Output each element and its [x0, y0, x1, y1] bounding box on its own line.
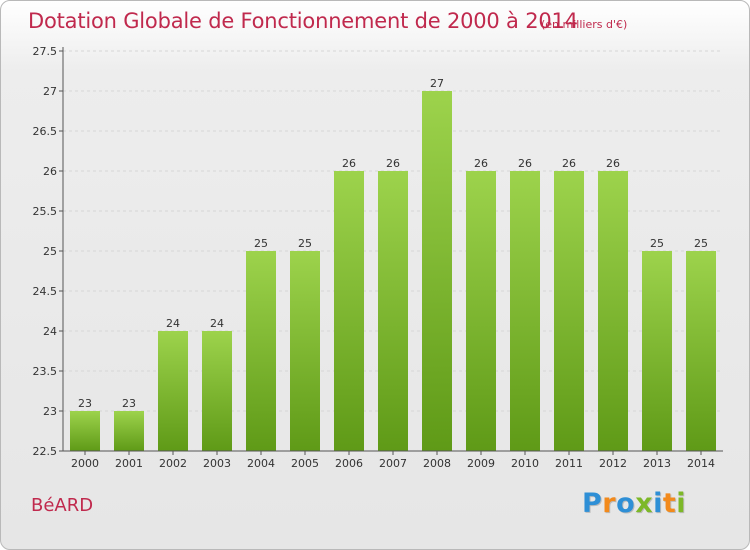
- x-tick-label: 2010: [511, 457, 539, 470]
- x-tick-label: 2004: [247, 457, 275, 470]
- x-tick-label: 2013: [643, 457, 671, 470]
- y-tick-label: 25.5: [33, 205, 58, 218]
- bar-2002: [158, 331, 188, 451]
- x-tick-label: 2007: [379, 457, 407, 470]
- value-label: 25: [254, 237, 268, 250]
- bar-2005: [290, 251, 320, 451]
- chart-subtitle: (en milliers d'€): [541, 18, 628, 31]
- commune-name: BéARD: [31, 495, 94, 516]
- y-tick-label: 26.5: [33, 125, 58, 138]
- bar-2006: [334, 171, 364, 451]
- bar-2000: [70, 411, 100, 451]
- value-label: 23: [122, 397, 136, 410]
- y-tick-label: 27.5: [33, 45, 58, 58]
- bar-2004: [246, 251, 276, 451]
- bars: 23 23 24 24 25 25 26 26 27 26 26 26 26 25 25: [70, 77, 716, 451]
- value-label: 26: [606, 157, 620, 170]
- bar-2009: [466, 171, 496, 451]
- x-tick-label: 2000: [71, 457, 99, 470]
- value-label: 27: [430, 77, 444, 90]
- chart-title: Dotation Globale de Fonctionnement de 20…: [28, 9, 578, 33]
- bar-2010: [510, 171, 540, 451]
- value-label: 26: [562, 157, 576, 170]
- x-tick-label: 2014: [687, 457, 715, 470]
- logo-letter: P: [582, 488, 603, 519]
- value-label: 24: [210, 317, 224, 330]
- logo-letter: t: [662, 488, 677, 519]
- x-tick-label: 2009: [467, 457, 495, 470]
- proxiti-logo: Proxiti: [582, 488, 686, 519]
- logo-letter: i: [676, 488, 687, 519]
- bar-2003: [202, 331, 232, 451]
- value-label: 23: [78, 397, 92, 410]
- bar-2007: [378, 171, 408, 451]
- y-tick-label: 27: [43, 85, 57, 98]
- value-label: 26: [342, 157, 356, 170]
- bar-2001: [114, 411, 144, 451]
- logo-letter: x: [635, 488, 654, 519]
- x-tick-label: 2002: [159, 457, 187, 470]
- x-tick-label: 2012: [599, 457, 627, 470]
- x-tick-label: 2006: [335, 457, 363, 470]
- value-label: 26: [518, 157, 532, 170]
- logo-letter: o: [616, 488, 636, 519]
- bar-2014: [686, 251, 716, 451]
- value-label: 26: [386, 157, 400, 170]
- logo-letter: r: [602, 488, 617, 519]
- y-tick-label: 26: [43, 165, 57, 178]
- value-label: 26: [474, 157, 488, 170]
- y-tick-label: 25: [43, 245, 57, 258]
- bar-2011: [554, 171, 584, 451]
- bar-2012: [598, 171, 628, 451]
- y-tick-label: 23.5: [33, 365, 58, 378]
- y-tick-label: 23: [43, 405, 57, 418]
- y-tick-label: 24.5: [33, 285, 58, 298]
- y-tick-label: 22.5: [33, 445, 58, 458]
- y-tick-label: 24: [43, 325, 57, 338]
- x-tick-label: 2001: [115, 457, 143, 470]
- value-label: 25: [650, 237, 664, 250]
- axes: 22.5 23 23.5 24 24.5 25 25.5 26 26.5 27 27.5 2000 20…: [33, 45, 723, 470]
- x-tick-label: 2011: [555, 457, 583, 470]
- bar-2008: [422, 91, 452, 451]
- value-label: 25: [298, 237, 312, 250]
- logo-letter: i: [653, 488, 663, 519]
- value-label: 24: [166, 317, 180, 330]
- value-label: 25: [694, 237, 708, 250]
- bar-2013: [642, 251, 672, 451]
- x-tick-label: 2003: [203, 457, 231, 470]
- x-tick-label: 2008: [423, 457, 451, 470]
- x-tick-label: 2005: [291, 457, 319, 470]
